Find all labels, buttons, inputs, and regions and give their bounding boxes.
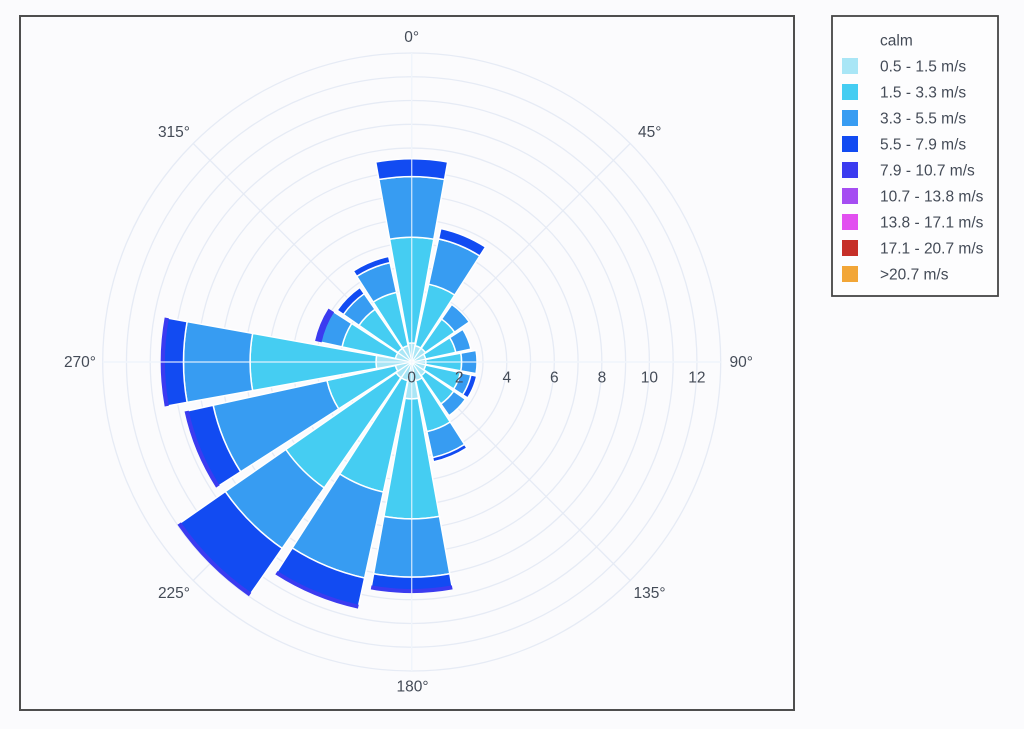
svg-text:12: 12 <box>688 370 705 387</box>
svg-text:135°: 135° <box>634 585 666 602</box>
svg-text:225°: 225° <box>158 585 190 602</box>
svg-text:0°: 0° <box>404 29 419 46</box>
svg-text:6: 6 <box>550 370 559 387</box>
svg-text:45°: 45° <box>638 124 661 141</box>
svg-text:0.5 - 1.5 m/s: 0.5 - 1.5 m/s <box>880 59 966 76</box>
svg-text:90°: 90° <box>730 354 753 371</box>
svg-text:10: 10 <box>641 370 659 387</box>
svg-text:13.8 - 17.1 m/s: 13.8 - 17.1 m/s <box>880 215 984 232</box>
svg-text:5.5 - 7.9 m/s: 5.5 - 7.9 m/s <box>880 137 966 154</box>
svg-text:>20.7 m/s: >20.7 m/s <box>880 267 949 284</box>
svg-text:10.7 - 13.8 m/s: 10.7 - 13.8 m/s <box>880 189 984 206</box>
svg-text:180°: 180° <box>396 679 428 696</box>
svg-text:270°: 270° <box>64 354 96 371</box>
svg-text:7.9 - 10.7 m/s: 7.9 - 10.7 m/s <box>880 163 975 180</box>
svg-text:8: 8 <box>598 370 607 387</box>
svg-text:1.5 - 3.3 m/s: 1.5 - 3.3 m/s <box>880 85 966 102</box>
svg-text:calm: calm <box>880 33 913 50</box>
svg-text:17.1 - 20.7 m/s: 17.1 - 20.7 m/s <box>880 241 984 258</box>
svg-text:3.3 - 5.5 m/s: 3.3 - 5.5 m/s <box>880 111 966 128</box>
svg-text:4: 4 <box>502 370 511 387</box>
svg-text:2: 2 <box>455 370 464 387</box>
svg-text:0: 0 <box>407 370 416 387</box>
svg-text:315°: 315° <box>158 124 190 141</box>
